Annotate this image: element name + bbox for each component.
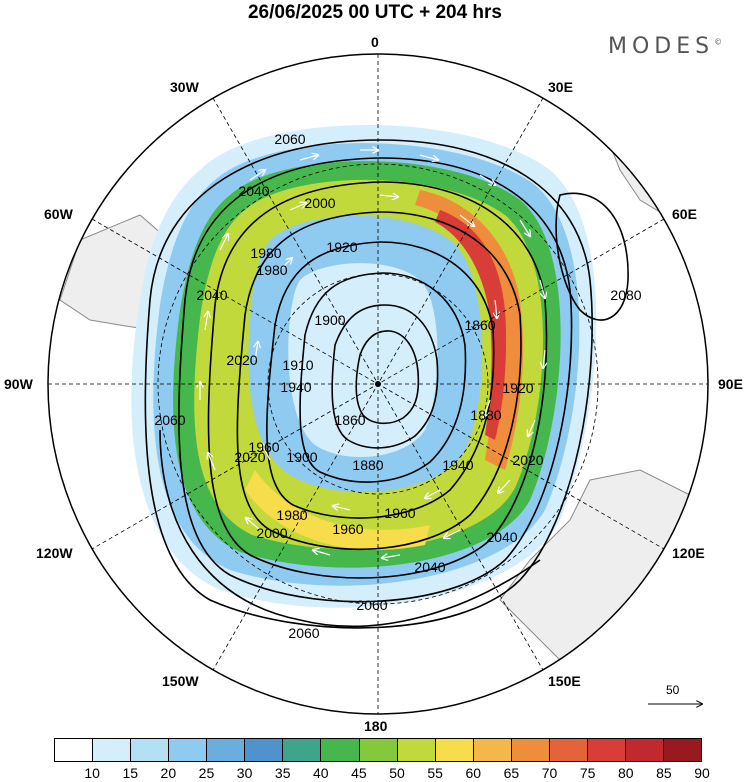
contour-label: 2000 xyxy=(256,525,287,541)
contour-label: 2080 xyxy=(610,287,641,303)
contour-label: 1900 xyxy=(314,312,345,328)
lon-label-30w: 30W xyxy=(170,79,199,95)
colorbar-label: 70 xyxy=(541,765,558,781)
lon-label-90w: 90W xyxy=(4,376,33,392)
colorbar-swatch xyxy=(93,739,132,761)
colorbar-swatch xyxy=(245,739,284,761)
colorbar-swatch xyxy=(397,739,436,761)
contour-label: 2040 xyxy=(414,559,445,575)
colorbar-label: 75 xyxy=(579,765,596,781)
contour-label: 1940 xyxy=(442,457,473,473)
colorbar-label: 15 xyxy=(122,765,139,781)
map-border xyxy=(47,53,709,715)
contour-label: 1880 xyxy=(352,457,383,473)
brand-logo: MODES© xyxy=(608,34,722,59)
colorbar-label: 90 xyxy=(694,765,710,781)
contour-label: 1880 xyxy=(470,407,501,423)
contour-label: 1960 xyxy=(384,505,415,521)
colorbar-swatch xyxy=(664,739,702,761)
colorbar-swatch xyxy=(131,739,170,761)
colorbar-labels: 10 15 20 25 30 35 40 45 50 55 60 65 70 75 80 85 90 xyxy=(54,765,709,781)
colorbar-label: 80 xyxy=(617,765,634,781)
wind-vectors xyxy=(200,150,545,558)
contour-label: 1940 xyxy=(280,379,311,395)
vector-reference-arrow xyxy=(648,684,706,714)
contour-label: 1960 xyxy=(248,439,279,455)
colorbar-swatch xyxy=(473,739,512,761)
lon-label-120w: 120W xyxy=(36,545,73,561)
brand-mark: © xyxy=(714,37,723,47)
contour-label: 2000 xyxy=(304,195,335,211)
contour-label: 2060 xyxy=(288,625,319,641)
contour-label: 1960 xyxy=(332,521,363,537)
contour-label: 2060 xyxy=(274,131,305,147)
map-title: 26/06/2025 00 UTC + 204 hrs xyxy=(247,2,503,23)
lon-label-60e: 60E xyxy=(672,206,697,222)
colorbar-swatch xyxy=(283,739,322,761)
contour-label: 2060 xyxy=(356,597,387,613)
contour-label: 2040 xyxy=(238,183,269,199)
colorbar-swatch xyxy=(321,739,360,761)
colorbar-swatch xyxy=(55,739,94,761)
contour-label: 2020 xyxy=(234,449,265,465)
contour-label: 1980 xyxy=(256,262,287,278)
height-contours xyxy=(144,139,629,629)
vector-reference-value: 50 xyxy=(666,683,680,697)
contour-label: 1920 xyxy=(326,239,357,255)
contour-label: 1980 xyxy=(276,507,307,523)
colorbar-swatch xyxy=(549,739,588,761)
colorbar-swatch xyxy=(169,739,208,761)
contour-label: 2060 xyxy=(154,412,185,428)
lon-label-60w: 60W xyxy=(44,206,73,222)
contour-label: 2040 xyxy=(486,529,517,545)
contour-labels: 2060 2040 2000 1980 1920 1900 1880 1860 … xyxy=(154,131,641,641)
contour-label: 2020 xyxy=(512,452,543,468)
colorbar-label: 50 xyxy=(389,765,405,781)
colorbar-label: 35 xyxy=(274,765,291,781)
polar-map: 2060 2040 2000 1980 1920 1900 1880 1860 … xyxy=(47,53,709,715)
colorbar-label: 65 xyxy=(503,765,520,781)
contour-label: 2020 xyxy=(226,352,257,368)
colorbar-swatch xyxy=(359,739,398,761)
colorbar-swatch xyxy=(435,739,474,761)
colorbar-label: 30 xyxy=(236,765,253,781)
colorbar-swatch xyxy=(625,739,664,761)
colorbar-swatch xyxy=(587,739,626,761)
colorbar xyxy=(54,738,702,762)
brand-name: MODES xyxy=(608,34,715,59)
contour-label: 1980 xyxy=(250,245,281,261)
contour-label: 1860 xyxy=(334,412,365,428)
contour-label: 1920 xyxy=(502,380,533,396)
lon-label-120e: 120E xyxy=(672,545,705,561)
colorbar-label: 45 xyxy=(351,765,367,781)
lon-label-0: 0 xyxy=(371,34,379,50)
colorbar-label: 10 xyxy=(84,765,100,781)
colorbar-label: 20 xyxy=(160,765,177,781)
contour-label: 1900 xyxy=(286,449,317,465)
colorbar-label: 60 xyxy=(465,765,482,781)
colorbar-label: 85 xyxy=(656,765,672,781)
colorbar-label: 25 xyxy=(198,765,215,781)
lon-label-150w: 150W xyxy=(162,673,199,689)
lon-label-150e: 150E xyxy=(548,673,581,689)
lon-label-180: 180 xyxy=(364,718,388,734)
lon-label-30e: 30E xyxy=(548,79,573,95)
contour-label: 1910 xyxy=(282,357,313,373)
contour-label: 2040 xyxy=(196,287,227,303)
colorbar-swatch xyxy=(207,739,246,761)
pole-marker xyxy=(375,381,381,387)
colorbar-label: 55 xyxy=(427,765,443,781)
colorbar-label: 40 xyxy=(313,765,329,781)
colorbar-swatch xyxy=(511,739,550,761)
lon-label-90e: 90E xyxy=(718,376,743,392)
wind-speed-shading xyxy=(131,125,597,608)
contour-label: 1860 xyxy=(464,317,495,333)
